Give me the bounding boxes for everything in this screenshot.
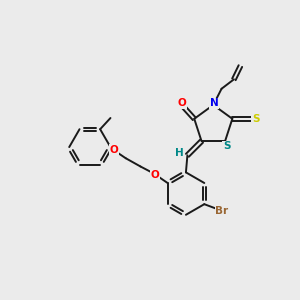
Text: O: O	[151, 170, 160, 180]
Text: S: S	[252, 114, 260, 124]
Text: O: O	[177, 98, 186, 109]
Text: H: H	[175, 148, 184, 158]
Text: S: S	[223, 142, 230, 152]
Text: N: N	[209, 98, 218, 109]
Text: O: O	[110, 145, 118, 155]
Text: Br: Br	[215, 206, 229, 216]
